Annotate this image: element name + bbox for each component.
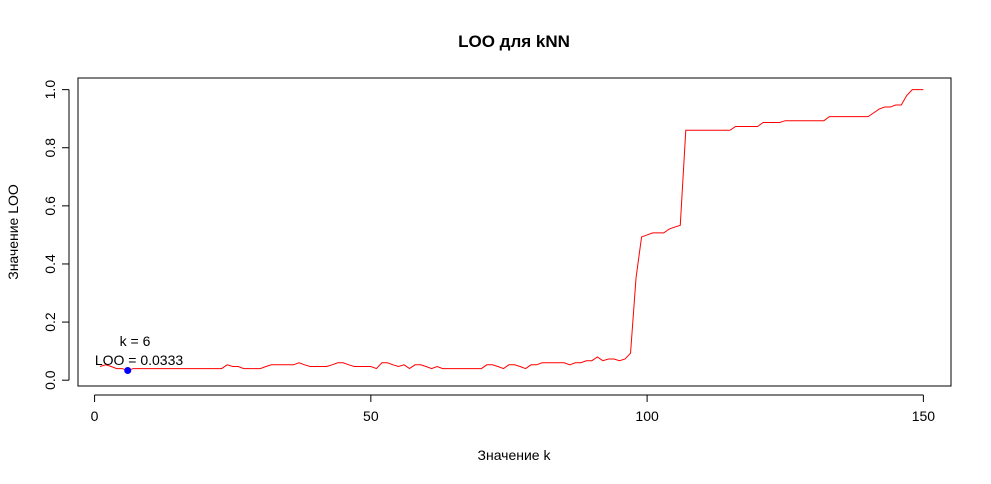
optimal-k-point xyxy=(124,367,132,375)
chart-title: LOO для kNN xyxy=(458,32,570,51)
x-axis-label: Значение k xyxy=(478,447,552,463)
x-tick-label: 100 xyxy=(635,408,659,424)
k-annotation: k = 6 xyxy=(120,333,151,349)
loo-series-line xyxy=(99,89,924,372)
y-tick-label: 0.4 xyxy=(42,254,58,274)
y-tick-label: 0.6 xyxy=(42,196,58,216)
y-axis-label: Значение LOO xyxy=(5,184,21,280)
y-tick-label: 0.8 xyxy=(42,138,58,158)
x-tick-label: 150 xyxy=(912,408,936,424)
y-tick-label: 0.0 xyxy=(42,370,58,390)
y-axis: 0.0 0.2 0.4 0.6 0.8 1.0 xyxy=(42,80,70,390)
series-layer xyxy=(99,89,924,375)
loo-annotation: LOO = 0.0333 xyxy=(95,352,184,368)
y-tick-label: 0.2 xyxy=(42,312,58,332)
plot-frame xyxy=(77,77,952,387)
x-tick-label: 50 xyxy=(363,408,379,424)
y-tick-label: 1.0 xyxy=(42,80,58,100)
x-axis: 0 50 100 150 xyxy=(91,394,936,424)
annotation-layer: k = 6 LOO = 0.0333 xyxy=(95,333,184,368)
x-tick-label: 0 xyxy=(91,408,99,424)
